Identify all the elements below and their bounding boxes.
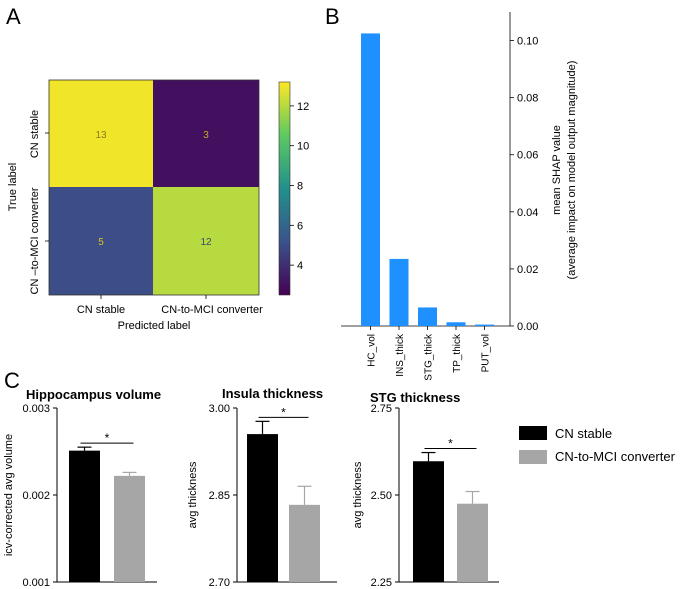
legend-swatch-converter	[519, 450, 547, 464]
shap-ytick-0: 0.00	[517, 321, 538, 333]
panel-label-c: C	[4, 368, 20, 393]
c-sig-star-1: *	[281, 405, 286, 419]
c-ylabel-0: icv-corrected avg volume	[3, 434, 15, 556]
panel-label-b: B	[325, 4, 340, 29]
c-sig-star-0: *	[105, 431, 110, 445]
c-chart-title-1: Insula thickness	[222, 386, 323, 401]
cm-ylabel: True label	[7, 163, 19, 212]
cm-cell-1-0	[49, 187, 153, 295]
shap-xtick-TP_thick: TP_thick	[452, 333, 463, 373]
c-bar-1-1	[289, 504, 320, 582]
c-chart-1: Insula thickness 2.70 2.85 3.00 avg thicknes…	[187, 386, 337, 589]
colorbar-tick-label-1: 6	[297, 220, 303, 232]
shap-xtick-HC_vol: HC_vol	[367, 334, 378, 367]
colorbar-tick-label-0: 4	[297, 260, 303, 272]
c-bar-2-1	[457, 503, 488, 582]
c-ylabel-1: avg thickness	[187, 461, 199, 528]
c-chart-title-2: STG thickness	[370, 390, 460, 405]
legend-swatch-cn-stable	[519, 426, 547, 440]
shap-ylabel: mean SHAP value	[551, 125, 563, 215]
c-ytick-1-0: 2.70	[209, 577, 230, 589]
shap-ytick-2: 0.04	[517, 207, 538, 219]
cm-xtick-0: CN stable	[77, 304, 125, 316]
c-ytick-2-1: 2.50	[371, 490, 392, 502]
shap-bar-chart: HC_vol INS_thick STG_thick TP_thick PUT_vol …	[341, 12, 578, 381]
c-chart-0: Hippocampus volume 0.001 0.002 0.003 icv-cor…	[3, 387, 161, 589]
cm-ytick-0: CN stable	[29, 110, 41, 158]
cm-xtick-1: CN-to-MCI converter	[161, 304, 263, 316]
c-ytick-0-1: 0.002	[22, 490, 50, 502]
legend-label-converter: CN-to-MCI converter	[555, 449, 676, 464]
c-chart-title-0: Hippocampus volume	[26, 387, 161, 402]
c-ytick-2-2: 2.75	[371, 403, 392, 415]
cm-value-0-1: 3	[203, 130, 209, 141]
c-ytick-1-1: 2.85	[209, 490, 230, 502]
shap-xtick-INS_thick: INS_thick	[395, 333, 406, 377]
shap-ytick-4: 0.08	[517, 93, 538, 105]
shap-bar-HC_vol	[361, 33, 380, 327]
c-sig-star-2: *	[448, 437, 453, 451]
legend: CN stable CN-to-MCI converter	[519, 426, 676, 464]
c-bar-0-0	[69, 450, 100, 582]
shap-ytick-5: 0.10	[517, 36, 538, 48]
cm-cell-0-1	[153, 80, 259, 187]
cm-xlabel: Predicted label	[118, 320, 191, 332]
c-ytick-0-0: 0.001	[22, 577, 50, 589]
c-ytick-0-2: 0.003	[22, 403, 50, 415]
c-chart-2: STG thickness 2.25 2.50 2.75 avg thickness *	[352, 390, 499, 589]
shap-xtick-PUT_vol: PUT_vol	[481, 334, 492, 372]
shap-ytick-3: 0.06	[517, 150, 538, 162]
c-bar-2-0	[413, 461, 444, 582]
cm-value-0-0: 13	[95, 130, 107, 141]
colorbar: 4 6 8 10 12	[278, 81, 309, 296]
legend-label-cn-stable: CN stable	[555, 426, 612, 441]
colorbar-tick-label-3: 10	[297, 141, 309, 153]
c-bar-0-1	[114, 475, 145, 582]
shap-ytick-1: 0.02	[517, 264, 538, 276]
panel-label-a: A	[6, 4, 21, 29]
shap-bar-INS_thick	[389, 258, 409, 326]
cm-frame	[48, 79, 260, 296]
cm-cell-1-1	[153, 187, 259, 295]
cm-value-1-1: 12	[200, 237, 212, 248]
c-bar-1-0	[247, 434, 278, 582]
shap-bar-TP_thick	[446, 322, 466, 326]
c-ytick-2-0: 2.25	[371, 577, 392, 589]
shap-ylabel-2: (average impact on model output magnitud…	[566, 61, 578, 280]
confusion-matrix: 13 3 5 12 CN stable CN-to-MCI converter …	[7, 79, 263, 332]
shap-bar-STG_thick	[418, 307, 437, 326]
cm-ytick-1: CN –to-MCI converter	[29, 187, 41, 294]
colorbar-gradient	[278, 81, 291, 296]
shap-bar-PUT_vol	[475, 324, 494, 326]
cm-cell-0-0	[49, 80, 153, 187]
c-ytick-1-2: 3.00	[209, 403, 230, 415]
c-ylabel-2: avg thickness	[352, 461, 364, 528]
colorbar-tick-label-2: 8	[297, 181, 303, 193]
cm-value-1-0: 5	[98, 237, 104, 248]
shap-xtick-STG_thick: STG_thick	[424, 333, 435, 381]
colorbar-tick-label-4: 12	[297, 101, 309, 113]
